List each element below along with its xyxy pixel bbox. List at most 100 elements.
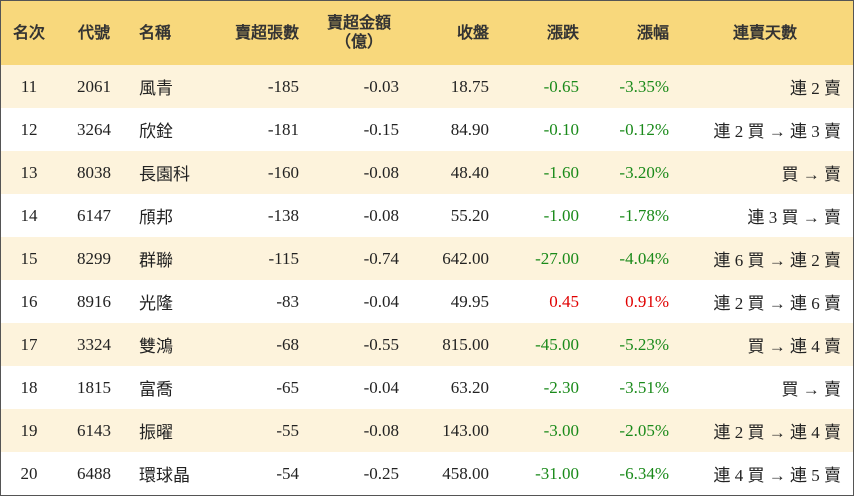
table-row: 19 6143 振曜 -55 -0.08 143.00 -3.00 -2.05% 連 2 買 →…: [1, 409, 853, 452]
table-cell: 買 → 賣: [781, 380, 842, 399]
table-cell: 雙鴻: [131, 323, 216, 366]
table-row: 14 6147 頎邦 -138 -0.08 55.20 -1.00 -1.78% 連 3 買 →…: [1, 194, 853, 237]
table-cell: 2061: [61, 65, 131, 108]
table-cell: -2.05%: [591, 409, 681, 452]
table-cell: 8299: [61, 237, 131, 280]
table-cell: 1815: [77, 377, 111, 397]
table-cell: 6488: [77, 463, 111, 483]
column-header: 漲跌: [501, 1, 591, 65]
table-cell: -68: [216, 323, 311, 366]
table-row: 20 6488 環球晶 -54 -0.25 458.00 -31.00 -6.34% 連 4 買…: [1, 452, 853, 495]
table-cell: -3.35%: [591, 65, 681, 108]
column-header: 漲幅: [591, 1, 681, 65]
table-cell: -45.00: [501, 323, 591, 366]
table-cell: -0.25: [363, 463, 399, 483]
table-cell: -3.20%: [591, 151, 681, 194]
table-row: 18 1815 富喬 -65 -0.04 63.20 -2.30 -3.51% 買 → 賣: [1, 366, 853, 409]
table-cell: 49.95: [450, 291, 489, 311]
table-cell: -115: [216, 237, 311, 280]
table-cell: -0.04: [363, 377, 399, 397]
table-cell: 815.00: [411, 323, 501, 366]
table-cell: -0.65: [501, 65, 591, 108]
table-cell: -0.55: [311, 323, 411, 366]
table-cell: 0.91%: [625, 291, 669, 311]
table-cell: -27.00: [501, 237, 591, 280]
table-cell: -181: [267, 119, 299, 139]
table-cell: -1.78%: [619, 205, 669, 225]
table-cell: 連 2 買 → 連 4 賣: [681, 409, 853, 452]
table-cell: -1.00: [543, 205, 579, 225]
table-cell: 3264: [77, 119, 111, 139]
table-cell: 143.00: [411, 409, 501, 452]
table-cell: 3324: [61, 323, 131, 366]
table-row: 13 8038 長園科 -160 -0.08 48.40 -1.60 -3.20% 買 → 賣: [1, 151, 853, 194]
table-cell: -3.00: [501, 409, 591, 452]
table-cell: 8038: [61, 151, 131, 194]
table-cell: -83: [276, 291, 299, 311]
column-header: 賣超張數: [216, 1, 311, 65]
table-cell: -3.51%: [619, 377, 669, 397]
table-cell: -138: [267, 205, 299, 225]
table-cell: 84.90: [450, 119, 489, 139]
table-cell: 18: [20, 377, 38, 397]
table-cell: 連 2 買 → 連 6 賣: [713, 294, 842, 313]
table-cell: -0.04: [363, 291, 399, 311]
table-cell: 20: [20, 463, 38, 483]
table-cell: -185: [216, 65, 311, 108]
table-cell: 19: [1, 409, 61, 452]
table-cell: 連 4 買 → 連 5 賣: [713, 466, 842, 485]
table-cell: -160: [216, 151, 311, 194]
table-cell: 連 2 買 → 連 3 賣: [713, 122, 842, 141]
table-row: 11 2061 風青 -185 -0.03 18.75 -0.65 -3.35% 連 2 賣: [1, 65, 853, 108]
table-cell: -1.60: [501, 151, 591, 194]
table-cell: 連 2 賣: [681, 65, 853, 108]
table-cell: -0.08: [311, 409, 411, 452]
table-cell: 0.45: [549, 291, 579, 311]
table-cell: 群聯: [131, 237, 216, 280]
column-header: 連賣天數: [681, 1, 853, 65]
table-cell: 17: [1, 323, 61, 366]
table-cell: 13: [1, 151, 61, 194]
column-header: 收盤: [411, 1, 501, 65]
table-cell: 富喬: [139, 380, 173, 399]
table-cell: 連 6 買 → 連 2 賣: [681, 237, 853, 280]
table-cell: -0.08: [363, 205, 399, 225]
table-cell: 8916: [77, 291, 111, 311]
table-cell: -2.30: [543, 377, 579, 397]
table-cell: 14: [20, 205, 38, 225]
table-cell: 連 3 買 → 賣: [747, 208, 842, 227]
table-cell: 642.00: [411, 237, 501, 280]
table-cell: 風青: [131, 65, 216, 108]
table-cell: -31.00: [535, 463, 579, 483]
column-header: 賣超金額 （億）: [311, 1, 411, 65]
table-cell: 振曜: [131, 409, 216, 452]
table-cell: 環球晶: [139, 466, 190, 485]
table-cell: -0.10: [543, 119, 579, 139]
table-cell: -55: [216, 409, 311, 452]
table-cell: -0.74: [311, 237, 411, 280]
table-cell: 11: [1, 65, 61, 108]
table-cell: 18.75: [411, 65, 501, 108]
table-cell: 55.20: [450, 205, 489, 225]
table-cell: -54: [276, 463, 299, 483]
table-cell: -4.04%: [591, 237, 681, 280]
table-cell: 63.20: [450, 377, 489, 397]
table-cell: 458.00: [442, 463, 489, 483]
table-cell: 6147: [77, 205, 111, 225]
table-row: 17 3324 雙鴻 -68 -0.55 815.00 -45.00 -5.23% 買 → 連 …: [1, 323, 853, 366]
table-cell: -0.08: [311, 151, 411, 194]
table-row: 12 3264 欣銓 -181 -0.15 84.90 -0.10 -0.12% 連 2 買 →…: [1, 108, 853, 151]
table-cell: -0.15: [363, 119, 399, 139]
column-header: 名稱: [131, 1, 216, 65]
table-cell: -0.12%: [619, 119, 669, 139]
table-cell: 欣銓: [139, 122, 173, 141]
table-cell: 15: [1, 237, 61, 280]
table-cell: 16: [20, 291, 38, 311]
table-row: 15 8299 群聯 -115 -0.74 642.00 -27.00 -4.04% 連 6 買…: [1, 237, 853, 280]
column-header: 代號: [61, 1, 131, 65]
table-cell: 6143: [61, 409, 131, 452]
table-cell: -65: [276, 377, 299, 397]
table-cell: 48.40: [411, 151, 501, 194]
